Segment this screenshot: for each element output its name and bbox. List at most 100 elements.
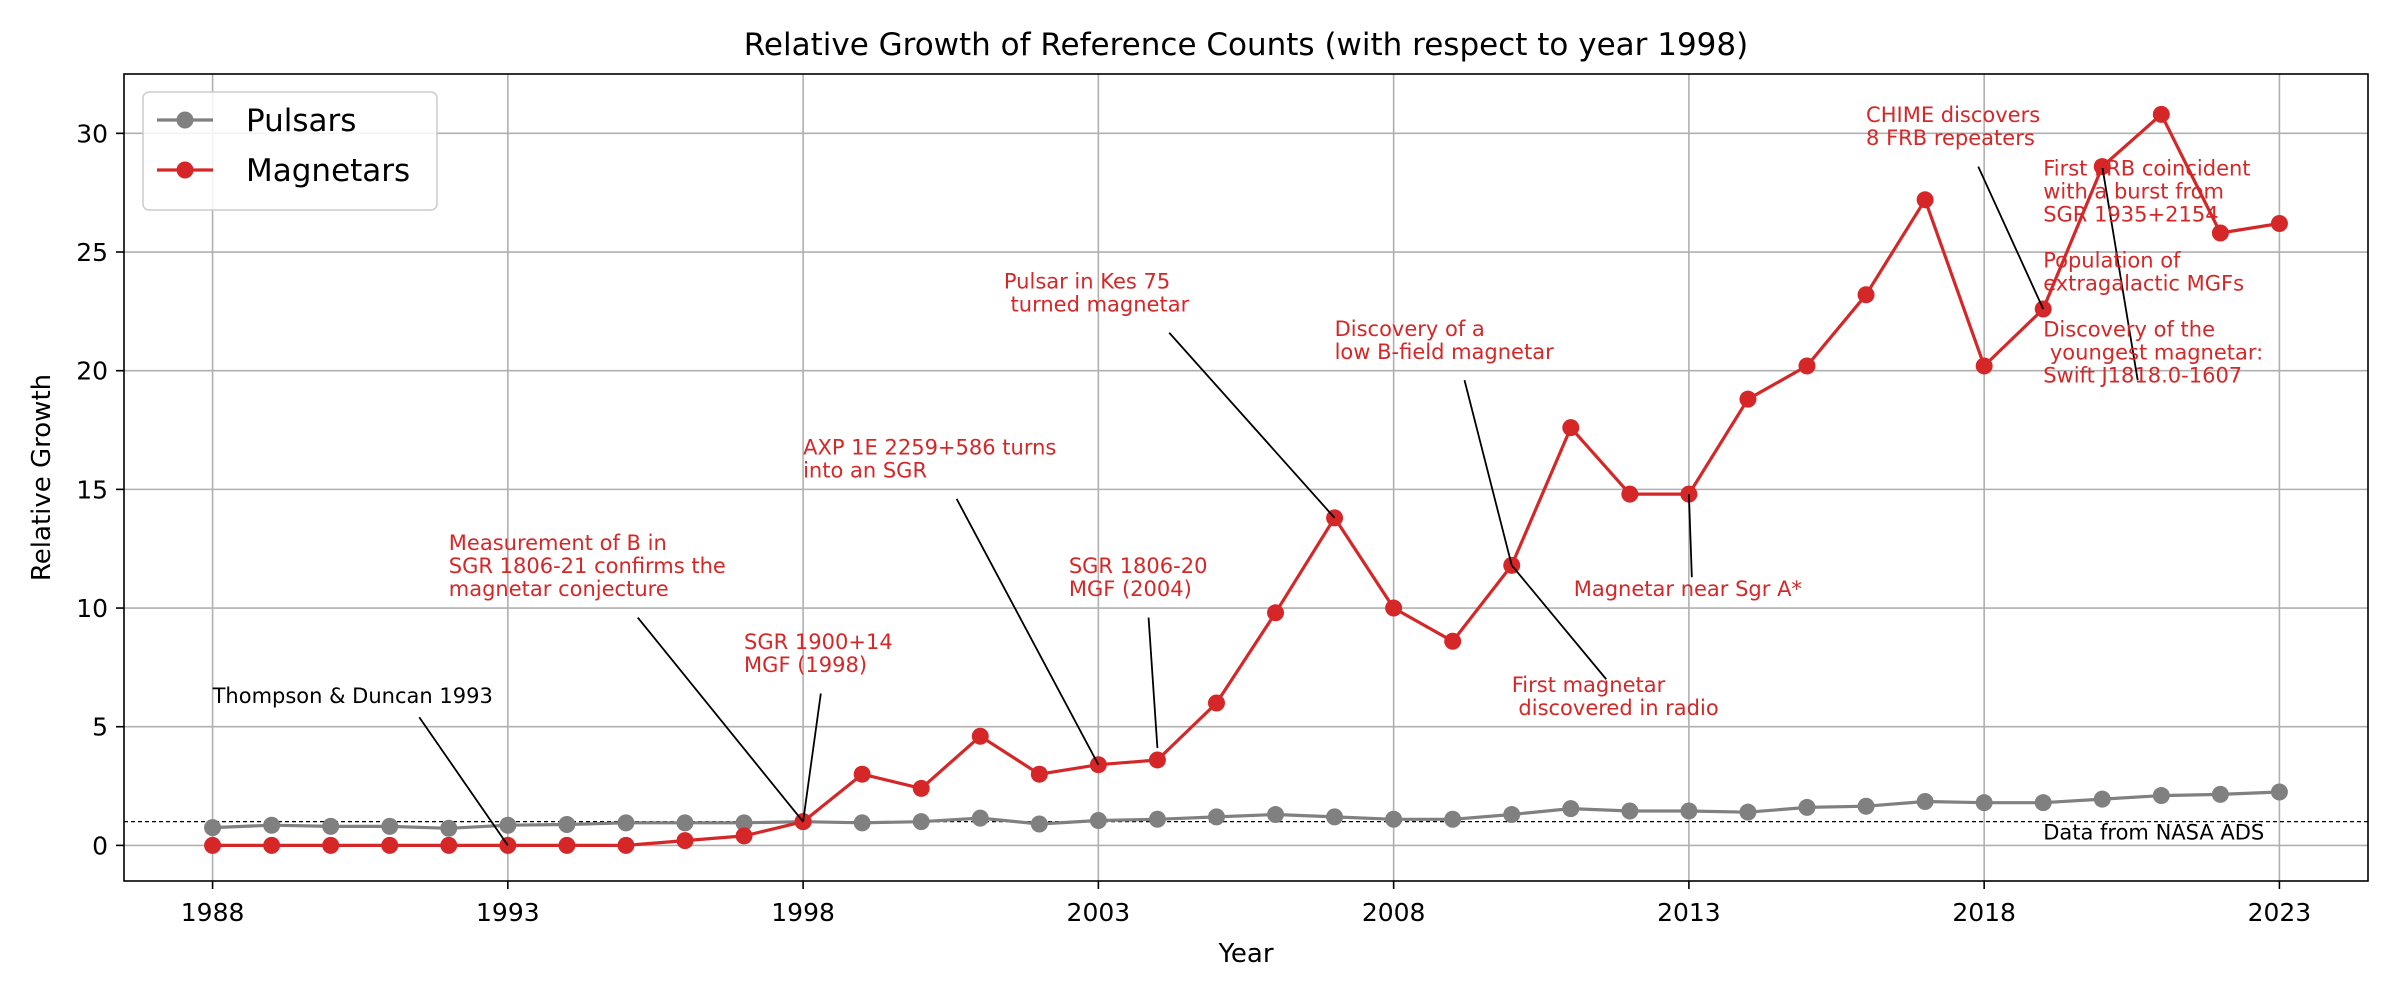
annotation-line: AXP 1E 2259+586 turns [803,436,1056,460]
annotation-text: SGR 1900+14 MGF (1998) [744,630,893,677]
y-tick-label: 20 [76,357,108,386]
data-point-magnetars [735,827,753,845]
x-tick-label: 1998 [771,898,835,927]
annotation-line: First magnetar [1512,673,1666,697]
data-point-pulsars [1207,808,1225,826]
data-point-pulsars [263,816,281,834]
annotation: SGR 1900+14 MGF (1998) [744,630,893,822]
annotation-line: MGF (2004) [1069,577,1192,601]
annotation-arrow [2101,166,2139,381]
annotation-line: 8 FRB repeaters [1866,126,2035,150]
annotation-line: Discovery of the [2043,318,2215,342]
annotation-line: with a burst from [2043,180,2224,204]
data-point-pulsars [1562,800,1580,818]
annotation-line: SGR 1806-20 [1069,554,1208,578]
annotation-arrow [418,716,509,846]
data-point-pulsars [735,814,753,832]
data-point-pulsars [1503,806,1521,824]
legend-box [142,91,438,211]
annotation-line: discovered in radio [1512,696,1719,720]
data-point-magnetars [912,779,930,797]
y-tick-label: 0 [92,831,108,860]
annotation-line: SGR 1806-21 confirms the [449,554,726,578]
annotation-arrow [955,498,1100,766]
annotation-arrow [1687,494,1693,578]
data-point-pulsars [1267,806,1285,824]
annotation-text: Measurement of B in SGR 1806-21 confirms … [449,531,726,601]
annotation-text: AXP 1E 2259+586 turns into an SGR [803,436,1056,483]
data-point-magnetars [2211,224,2229,242]
legend-swatch-marker [176,111,194,129]
series-pulsars [204,783,2288,837]
data-point-magnetars [1030,765,1048,783]
data-point-pulsars [2211,785,2229,803]
annotation-text: CHIME discovers 8 FRB repeaters [1866,103,2040,150]
x-tick-label: 1988 [181,898,245,927]
annotation-text: Pulsar in Kes 75 turned magnetar [1004,269,1190,316]
y-tick-label: 30 [76,119,108,148]
legend-item-pulsars: Pulsars [157,103,356,139]
data-point-pulsars [853,814,871,832]
annotation-line [2043,295,2050,319]
data-point-pulsars [1739,803,1757,821]
data-point-pulsars [1680,802,1698,820]
data-point-pulsars [1975,794,1993,812]
data-point-magnetars [204,836,222,854]
x-tick-label: 2008 [1362,898,1426,927]
annotation-text: Magnetar near Sgr A* [1574,577,1802,601]
data-point-pulsars [440,819,458,837]
data-point-pulsars [1030,815,1048,833]
axis-ticks: 1988 1993 1998 2003 2008 2013 2018 2023 0 5 10 15 20… [76,119,2311,927]
data-point-magnetars [440,836,458,854]
chart-title: Relative Growth of Reference Counts (wit… [744,27,1748,63]
y-tick-label: 15 [76,475,108,504]
data-point-magnetars [853,765,871,783]
data-point-pulsars [322,817,340,835]
annotation-line: Magnetar near Sgr A* [1574,577,1802,601]
series-layer [204,105,2288,854]
data-point-pulsars [1798,798,1816,816]
data-point-magnetars [1739,390,1757,408]
series-line-pulsars [212,790,2280,830]
annotation: First FRB coincident with a burst from SGR… [2043,157,2263,388]
data-point-pulsars [1916,792,1934,810]
annotations: Thompson & Duncan 1993 Measurement of B i… [212,103,2264,846]
annotation: Thompson & Duncan 1993 [212,684,509,846]
data-point-pulsars [1385,810,1403,828]
data-point-magnetars [1267,604,1285,622]
annotation-line: turned magnetar [1004,292,1190,316]
legend-swatch-marker [176,161,194,179]
data-point-magnetars [2152,105,2170,123]
data-point-magnetars [322,836,340,854]
annotation-line: Data from NASA ADS [2043,820,2264,844]
x-tick-label: 1993 [476,898,540,927]
plot-frame [123,73,2369,882]
legend: Pulsars Magnetars [142,91,438,211]
annotation-text: Data from NASA ADS [2043,820,2264,844]
x-tick-label: 2023 [2248,898,2312,927]
annotation: Measurement of B in SGR 1806-21 confirms … [449,531,804,823]
data-point-magnetars [1916,191,1934,209]
annotation-line: low B-field magnetar [1335,340,1554,364]
annotation-arrow [802,693,822,822]
data-point-magnetars [1385,599,1403,617]
x-tick-label: 2003 [1067,898,1131,927]
data-point-magnetars [971,727,989,745]
annotation-line: Pulsar in Kes 75 [1004,269,1170,293]
annotation-line: Thompson & Duncan 1993 [212,684,493,708]
data-point-magnetars [676,832,694,850]
data-point-magnetars [2270,215,2288,233]
data-point-magnetars [558,836,576,854]
annotation-arrow [1147,617,1159,749]
data-point-magnetars [1444,632,1462,650]
legend-label: Magnetars [246,153,410,189]
annotation-line: SGR 1935+2154 [2043,203,2218,227]
annotation-text: First magnetar discovered in radio [1512,673,1719,720]
x-tick-label: 2013 [1657,898,1721,927]
annotation-arrow [1168,332,1336,519]
data-point-pulsars [499,816,517,834]
data-point-magnetars [1621,485,1639,503]
data-point-pulsars [971,809,989,827]
data-point-pulsars [912,813,930,831]
